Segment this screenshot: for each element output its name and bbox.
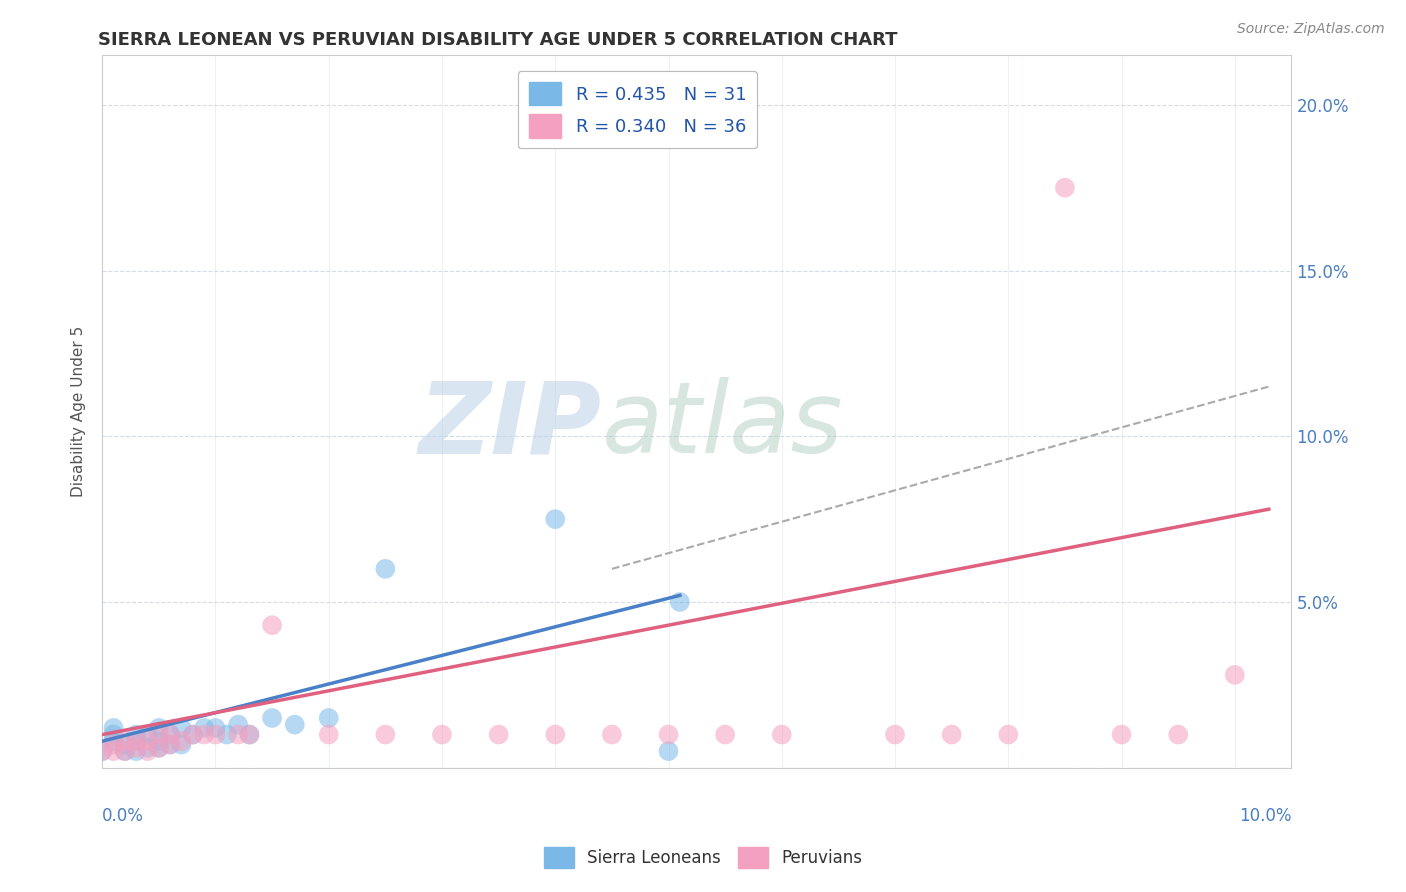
Point — [114, 734, 136, 748]
Point — [193, 727, 215, 741]
Point — [430, 727, 453, 741]
Point — [148, 740, 170, 755]
Text: 10.0%: 10.0% — [1239, 807, 1292, 825]
Point — [103, 721, 125, 735]
Point — [103, 734, 125, 748]
Point — [159, 738, 181, 752]
Point — [770, 727, 793, 741]
Point — [997, 727, 1019, 741]
Point — [941, 727, 963, 741]
Point — [125, 727, 148, 741]
Point — [114, 744, 136, 758]
Point — [262, 618, 284, 632]
Point — [284, 717, 307, 731]
Point — [114, 744, 136, 758]
Point — [103, 738, 125, 752]
Point — [103, 744, 125, 758]
Point — [91, 744, 114, 758]
Point — [544, 512, 567, 526]
Point — [544, 727, 567, 741]
Point — [148, 734, 170, 748]
Point — [657, 744, 679, 758]
Point — [114, 738, 136, 752]
Text: SIERRA LEONEAN VS PERUVIAN DISABILITY AGE UNDER 5 CORRELATION CHART: SIERRA LEONEAN VS PERUVIAN DISABILITY AG… — [98, 31, 898, 49]
Point — [125, 740, 148, 755]
Point — [1223, 668, 1246, 682]
Y-axis label: Disability Age Under 5: Disability Age Under 5 — [72, 326, 86, 497]
Point — [125, 734, 148, 748]
Point — [488, 727, 510, 741]
Point — [204, 721, 226, 735]
Point — [125, 744, 148, 758]
Point — [238, 727, 260, 741]
Point — [170, 734, 193, 748]
Point — [181, 727, 204, 741]
Point — [374, 727, 396, 741]
Legend: R = 0.435   N = 31, R = 0.340   N = 36: R = 0.435 N = 31, R = 0.340 N = 36 — [517, 71, 756, 148]
Point — [170, 738, 193, 752]
Text: atlas: atlas — [602, 377, 844, 475]
Point — [148, 727, 170, 741]
Point — [103, 727, 125, 741]
Point — [136, 727, 159, 741]
Point — [1053, 180, 1076, 194]
Point — [136, 744, 159, 758]
Point — [204, 727, 226, 741]
Point — [226, 727, 249, 741]
Point — [181, 727, 204, 741]
Point — [215, 727, 238, 741]
Point — [148, 740, 170, 755]
Point — [148, 721, 170, 735]
Point — [226, 717, 249, 731]
Point — [91, 744, 114, 758]
Point — [318, 727, 340, 741]
Point — [193, 721, 215, 735]
Text: ZIP: ZIP — [419, 377, 602, 475]
Point — [125, 734, 148, 748]
Point — [657, 727, 679, 741]
Point — [159, 738, 181, 752]
Text: Source: ZipAtlas.com: Source: ZipAtlas.com — [1237, 22, 1385, 37]
Point — [714, 727, 737, 741]
Point — [1111, 727, 1133, 741]
Text: 0.0%: 0.0% — [103, 807, 143, 825]
Point — [159, 727, 181, 741]
Legend: Sierra Leoneans, Peruvians: Sierra Leoneans, Peruvians — [537, 840, 869, 875]
Point — [238, 727, 260, 741]
Point — [136, 740, 159, 755]
Point — [318, 711, 340, 725]
Point — [159, 727, 181, 741]
Point — [136, 734, 159, 748]
Point — [262, 711, 284, 725]
Point — [170, 721, 193, 735]
Point — [374, 562, 396, 576]
Point — [884, 727, 907, 741]
Point — [669, 595, 692, 609]
Point — [1167, 727, 1189, 741]
Point — [600, 727, 623, 741]
